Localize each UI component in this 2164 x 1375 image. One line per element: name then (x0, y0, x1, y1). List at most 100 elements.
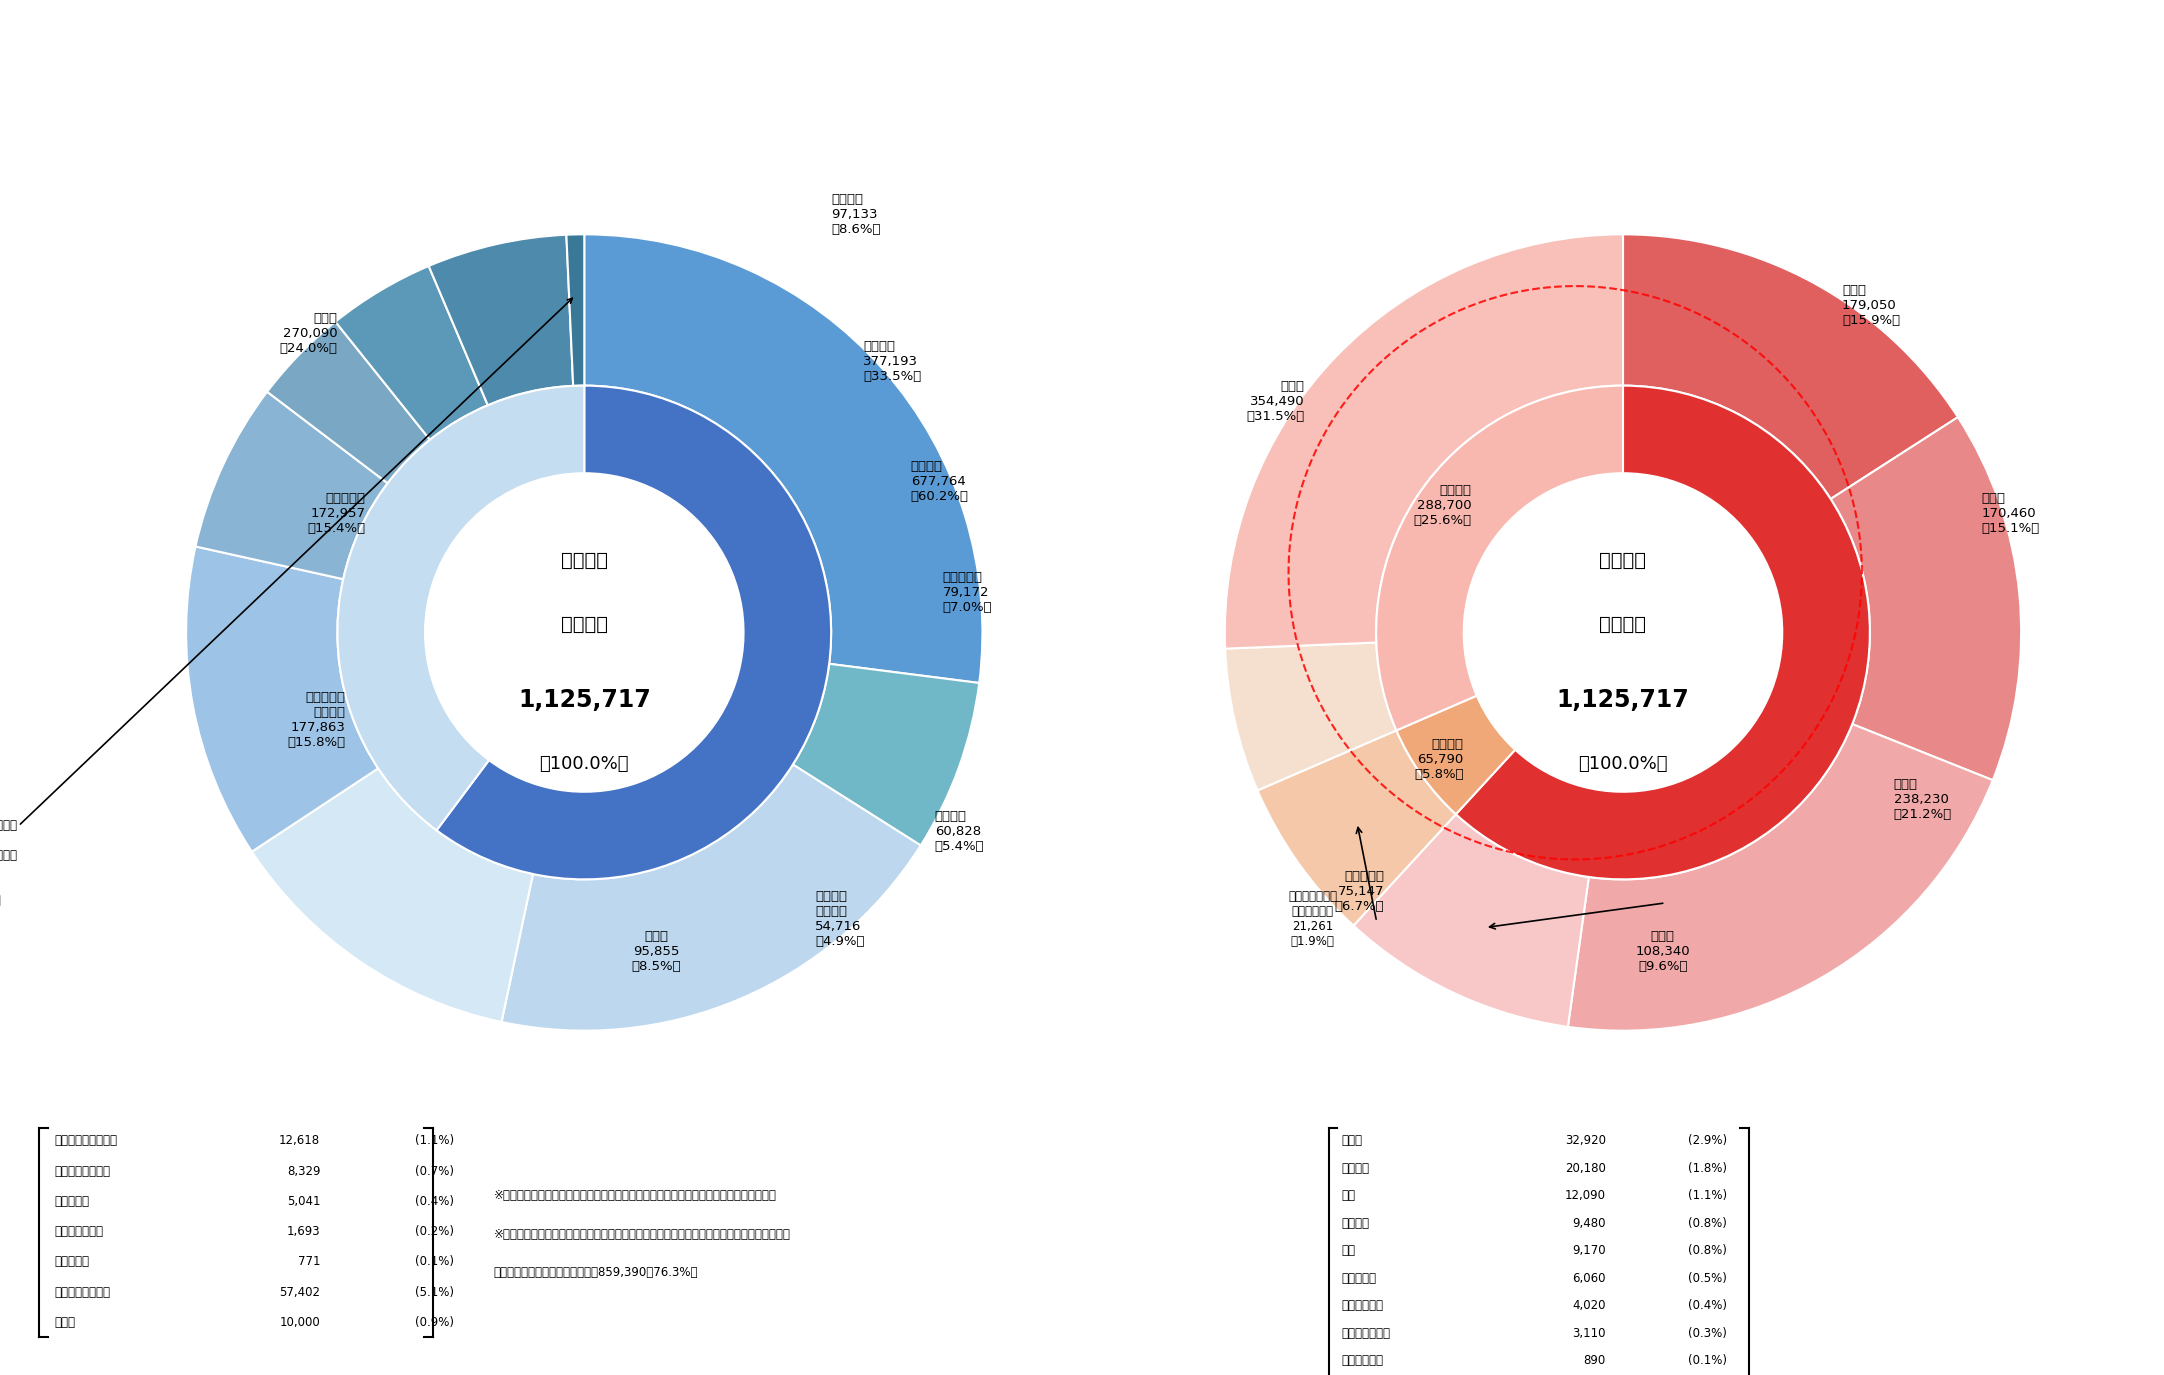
Text: 消費税
238,230
（21.2%）: 消費税 238,230 （21.2%） (1894, 778, 1952, 821)
Text: 揮発油税: 揮発油税 (1342, 1162, 1370, 1174)
Text: 1,125,717: 1,125,717 (517, 689, 651, 712)
Text: 890: 890 (1584, 1354, 1606, 1367)
Wedge shape (335, 265, 487, 440)
Text: ※「一般歳出」とは、歳出総額から国債費及び地方交付税交付金等を除いた経費のこと。: ※「一般歳出」とは、歳出総額から国債費及び地方交付税交付金等を除いた経費のこと。 (493, 1189, 777, 1202)
Text: ※「基礎的財政収支対象経費」（＝歳出総額のうち国債費の一部を除いた経費のこと。当年度: ※「基礎的財政収支対象経費」（＝歳出総額のうち国債費の一部を除いた経費のこと。当… (493, 1228, 790, 1240)
Text: 経済協力費: 経済協力費 (54, 1195, 89, 1207)
Text: (0.1%): (0.1%) (415, 1255, 454, 1268)
Wedge shape (792, 664, 980, 846)
Text: (1.1%): (1.1%) (415, 1134, 454, 1147)
Text: 1,693: 1,693 (286, 1225, 320, 1238)
Text: 歳出総額: 歳出総額 (560, 615, 608, 634)
Wedge shape (195, 392, 387, 579)
Text: 12,618: 12,618 (279, 1134, 320, 1147)
Text: 10,000: 10,000 (279, 1316, 320, 1328)
Text: (0.7%): (0.7%) (415, 1165, 454, 1177)
Wedge shape (1569, 725, 1993, 1031)
Wedge shape (186, 546, 379, 851)
Text: 歳入総額: 歳入総額 (1599, 615, 1647, 634)
Wedge shape (437, 385, 831, 880)
Text: （100.0%）: （100.0%） (1578, 755, 1668, 773)
Wedge shape (1623, 234, 1958, 499)
Text: (0.4%): (0.4%) (415, 1195, 454, 1207)
Text: 恩給関係費: 恩給関係費 (54, 1255, 89, 1268)
Text: 食料安定供給関係費: 食料安定供給関係費 (54, 1134, 117, 1147)
Text: (0.8%): (0.8%) (1688, 1244, 1727, 1257)
Text: 57,402: 57,402 (279, 1286, 320, 1298)
Wedge shape (567, 234, 584, 386)
Text: 原油価格・物価高騰対策
及び
賃上げ促進環境整備対応
予備費
10,000
（0.9%）: 原油価格・物価高騰対策 及び 賃上げ促進環境整備対応 予備費 10,000 （0… (0, 298, 571, 908)
Text: 20,180: 20,180 (1565, 1162, 1606, 1174)
Text: 中小企業対策費: 中小企業対策費 (54, 1225, 104, 1238)
Text: 9,170: 9,170 (1571, 1244, 1606, 1257)
Text: (0.5%): (0.5%) (1688, 1272, 1727, 1284)
Text: 一般会計: 一般会計 (560, 551, 608, 571)
Text: 8,329: 8,329 (288, 1165, 320, 1177)
Wedge shape (1831, 417, 2021, 780)
Text: (0.2%): (0.2%) (415, 1225, 454, 1238)
Text: 6,060: 6,060 (1573, 1272, 1606, 1284)
Text: 法人税
170,460
（15.1%）: 法人税 170,460 （15.1%） (1982, 491, 2041, 535)
Text: (0.4%): (0.4%) (1688, 1299, 1727, 1312)
Text: 9,480: 9,480 (1573, 1217, 1606, 1229)
Text: 一般会計歳入: 一般会計歳入 (1573, 0, 1673, 1)
Text: 電源開発促進税: 電源開発促進税 (1342, 1327, 1391, 1339)
Text: 公共事業
60,828
（5.4%）: 公共事業 60,828 （5.4%） (935, 810, 985, 852)
Text: （100.0%）: （100.0%） (539, 755, 630, 773)
Text: 4,020: 4,020 (1573, 1299, 1606, 1312)
Text: 一般歳出
677,764
（60.2%）: 一般歳出 677,764 （60.2%） (911, 459, 969, 503)
Text: 一般会計: 一般会計 (1599, 551, 1647, 571)
Text: うち防衛力強化
のための対応
21,261
（1.9%）: うち防衛力強化 のための対応 21,261 （1.9%） (1288, 890, 1337, 949)
Text: (0.9%): (0.9%) (415, 1316, 454, 1328)
Wedge shape (584, 234, 982, 683)
Text: 5,041: 5,041 (288, 1195, 320, 1207)
Text: (1.8%): (1.8%) (1688, 1162, 1727, 1174)
Text: エネルギー対策費: エネルギー対策費 (54, 1165, 110, 1177)
Text: 特例公債
288,700
（25.6%）: 特例公債 288,700 （25.6%） (1413, 484, 1472, 527)
Text: 12,090: 12,090 (1565, 1189, 1606, 1202)
Text: その他の事項経費: その他の事項経費 (54, 1286, 110, 1298)
Wedge shape (338, 385, 584, 830)
Text: (0.3%): (0.3%) (1688, 1327, 1727, 1339)
Text: 国債費
270,090
（24.0%）: 国債費 270,090 （24.0%） (279, 312, 338, 355)
Text: 32,920: 32,920 (1565, 1134, 1606, 1147)
Text: (5.1%): (5.1%) (415, 1286, 454, 1298)
Text: (2.9%): (2.9%) (1688, 1134, 1727, 1147)
Text: 所得税
179,050
（15.9%）: 所得税 179,050 （15.9%） (1842, 285, 1900, 327)
Wedge shape (1456, 385, 1870, 880)
Text: (0.8%): (0.8%) (1688, 1217, 1727, 1229)
Text: その他の税収: その他の税収 (1342, 1354, 1383, 1367)
Text: 酒税: 酒税 (1342, 1189, 1355, 1202)
Text: 石油石炭税: 石油石炭税 (1342, 1272, 1376, 1284)
Wedge shape (1352, 814, 1588, 1027)
Text: 建設公債
65,790
（5.8%）: 建設公債 65,790 （5.8%） (1413, 738, 1463, 781)
Wedge shape (502, 765, 920, 1031)
Wedge shape (266, 322, 431, 483)
Wedge shape (251, 769, 532, 1022)
Text: その他収入
75,147
（6.7%）: その他収入 75,147 （6.7%） (1335, 870, 1385, 913)
Text: 1,125,717: 1,125,717 (1556, 689, 1690, 712)
Wedge shape (428, 235, 573, 406)
Text: (0.1%): (0.1%) (1688, 1354, 1727, 1367)
Text: 771: 771 (299, 1255, 320, 1268)
Text: 文教及び
科学振興
54,716
（4.9%）: 文教及び 科学振興 54,716 （4.9%） (816, 890, 866, 949)
Text: 社会保障
377,193
（33.5%）: 社会保障 377,193 （33.5%） (863, 340, 922, 384)
Text: 公債金
354,490
（31.5%）: 公債金 354,490 （31.5%） (1246, 380, 1305, 424)
Text: 自動車重量税: 自動車重量税 (1342, 1299, 1383, 1312)
Text: 関税: 関税 (1342, 1244, 1355, 1257)
Text: 利払費等
97,133
（8.6%）: 利払費等 97,133 （8.6%） (831, 193, 881, 236)
Text: 3,110: 3,110 (1573, 1327, 1606, 1339)
Wedge shape (1225, 642, 1396, 791)
Text: 一般会計歳出: 一般会計歳出 (535, 0, 634, 1)
Text: 防衛関係費
79,172
（7.0%）: 防衛関係費 79,172 （7.0%） (944, 571, 993, 615)
Text: (1.1%): (1.1%) (1688, 1189, 1727, 1202)
Text: 地方交付税
交付金等
177,863
（15.8%）: 地方交付税 交付金等 177,863 （15.8%） (288, 692, 346, 749)
Text: 債務償還費
172,957
（15.4%）: 債務償還費 172,957 （15.4%） (307, 491, 366, 535)
Wedge shape (1396, 696, 1515, 814)
Wedge shape (1225, 234, 1623, 649)
Text: その他
108,340
（9.6%）: その他 108,340 （9.6%） (1636, 930, 1690, 972)
Wedge shape (1376, 385, 1623, 730)
Text: その他
95,855
（8.5%）: その他 95,855 （8.5%） (632, 930, 682, 972)
Text: 相続税: 相続税 (1342, 1134, 1363, 1147)
Text: の政策的経費を表す指標）は、859,390（76.3%）: の政策的経費を表す指標）は、859,390（76.3%） (493, 1266, 699, 1279)
